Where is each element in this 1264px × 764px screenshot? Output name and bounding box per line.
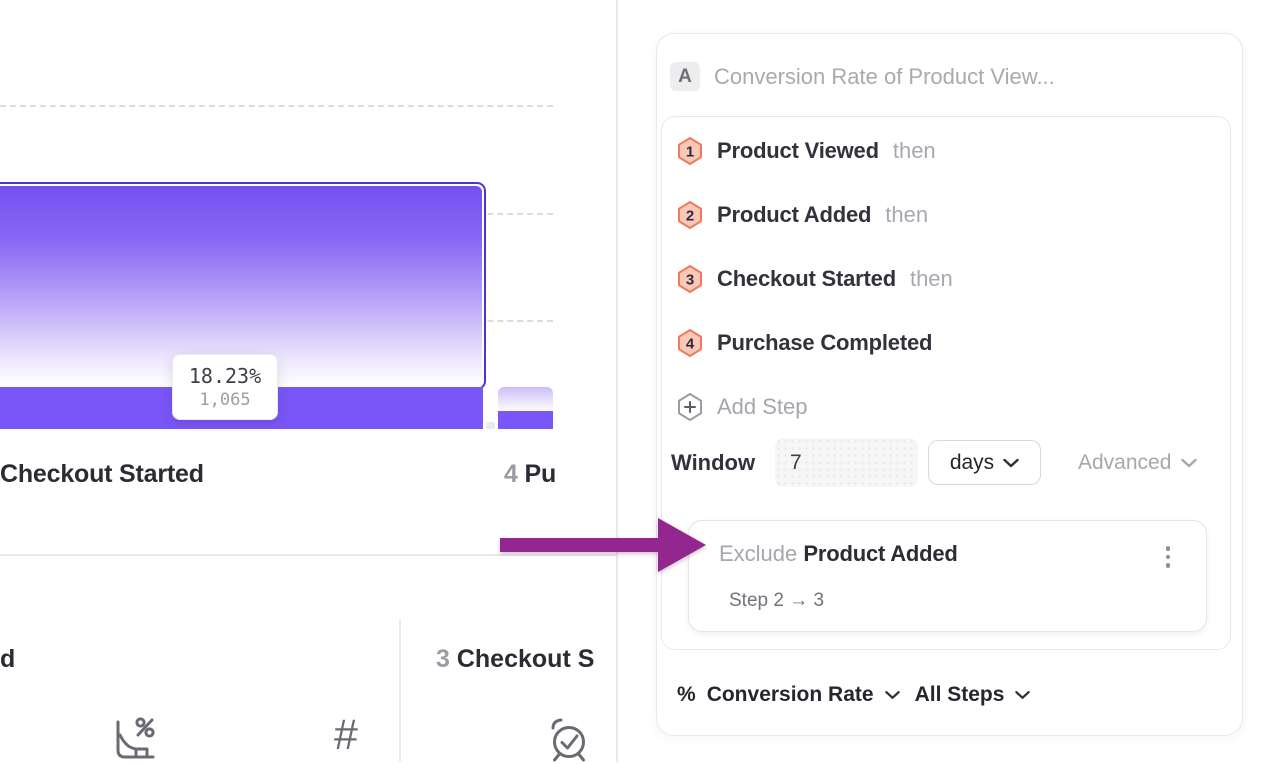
- funnel-bar-purchase-converted[interactable]: [498, 411, 553, 429]
- advanced-toggle[interactable]: Advanced: [1078, 440, 1198, 485]
- exclusion-menu-kebab-icon[interactable]: [1164, 544, 1173, 570]
- report-title[interactable]: Conversion Rate of Product View...: [714, 64, 1055, 89]
- tooltip-percent: 18.23%: [188, 363, 262, 388]
- window-value-input[interactable]: [775, 438, 918, 487]
- step-event-name: Checkout Started: [717, 266, 896, 291]
- exclusion-step-range: Step 2 → 3: [729, 590, 825, 611]
- funnel-bar-purchase-dropoff[interactable]: [498, 387, 553, 412]
- funnel-baseline-segment: [486, 422, 495, 429]
- conversion-rate-chart-icon: [116, 717, 155, 759]
- window-unit-select[interactable]: days: [928, 440, 1041, 485]
- step-number-badge-icon: 4: [678, 329, 702, 357]
- section-divider: [0, 554, 618, 556]
- table-header-text: Checkout S: [456, 645, 595, 673]
- chevron-down-icon: [1003, 458, 1019, 467]
- table-header-left: d: [0, 645, 30, 674]
- chevron-down-icon[interactable]: [1015, 690, 1031, 700]
- table-header-checkout-started: 3 Checkout S: [436, 645, 617, 674]
- step-connector: then: [909, 266, 953, 291]
- svg-text:1: 1: [686, 144, 694, 161]
- axis-label-checkout-started: Checkout Started: [0, 460, 204, 489]
- window-label: Window: [671, 450, 756, 475]
- funnel-bar-dropoff-gradient: [0, 186, 482, 386]
- exclusion-summary: Exclude Product Added: [719, 541, 958, 567]
- count-hash-icon: #: [334, 711, 358, 759]
- add-step-label: Add Step: [717, 394, 808, 419]
- table-column-divider: [399, 620, 401, 762]
- gridline: [0, 105, 553, 107]
- funnel-step-4[interactable]: 4 Purchase Completed: [677, 329, 946, 357]
- chevron-down-icon: [1181, 458, 1198, 467]
- step-connector: then: [892, 138, 936, 163]
- step-event-name: Product Viewed: [717, 138, 879, 163]
- axis-step-number: 4: [504, 460, 518, 488]
- tooltip-count: 1,065: [199, 389, 251, 410]
- step-number-badge-icon: 2: [678, 201, 702, 229]
- axis-label-text: Checkout Started: [0, 460, 204, 488]
- step-event-name: Purchase Completed: [717, 330, 933, 355]
- table-header-text: d: [0, 645, 16, 673]
- table-step-number: 3: [436, 645, 450, 673]
- axis-label-purchase: 4 Pu: [504, 460, 617, 489]
- window-unit-value: days: [949, 450, 995, 474]
- funnel-step-3[interactable]: 3 Checkout Started then: [677, 265, 953, 293]
- add-step-button[interactable]: Add Step: [677, 393, 808, 421]
- advanced-label: Advanced: [1078, 450, 1172, 474]
- chevron-down-icon[interactable]: [884, 690, 900, 700]
- exclude-event-name: Product Added: [803, 541, 958, 566]
- measurement-dropdown-label: Conversion Rate: [706, 683, 874, 706]
- time-to-convert-clock-icon: [551, 718, 585, 762]
- svg-text:2: 2: [686, 208, 694, 225]
- step-number-badge-icon: 3: [678, 265, 702, 293]
- exclusion-step-card[interactable]: Exclude Product Added Step 2 → 3: [688, 520, 1207, 632]
- measurement-bar: % Conversion Rate All Steps: [677, 680, 1031, 710]
- axis-label-text: Pu: [524, 460, 557, 488]
- step-event-name: Product Added: [717, 202, 872, 227]
- step-number-badge-icon: 1: [678, 137, 702, 165]
- svg-text:3: 3: [686, 272, 694, 289]
- funnel-step-1[interactable]: 1 Product Viewed then: [677, 137, 936, 165]
- funnel-step-2[interactable]: 2 Product Added then: [677, 201, 928, 229]
- svg-text:4: 4: [686, 336, 695, 353]
- scope-dropdown-label: All Steps: [914, 683, 1005, 706]
- add-step-hexagon-plus-icon: [678, 393, 702, 421]
- series-badge: A: [670, 62, 700, 91]
- exclude-prefix: Exclude: [719, 541, 798, 566]
- step-connector: then: [885, 202, 929, 227]
- bar-tooltip: 18.23% 1,065: [172, 354, 278, 420]
- annotation-arrow-icon: [500, 518, 706, 572]
- pane-divider: [616, 0, 618, 762]
- percent-sign: %: [677, 683, 696, 706]
